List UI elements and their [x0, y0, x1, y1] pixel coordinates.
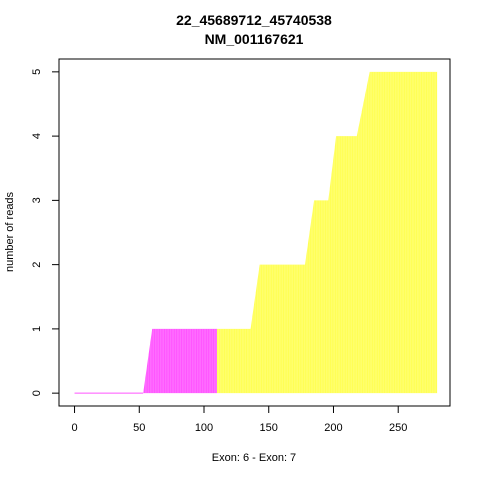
y-tick-label: 2	[31, 262, 43, 268]
x-tick-label: 200	[324, 422, 342, 434]
series-area-1	[74, 328, 217, 394]
y-tick-label: 0	[31, 390, 43, 396]
chart-subtitle: NM_001167621	[205, 31, 304, 47]
y-tick-label: 4	[31, 133, 43, 139]
y-tick-label: 1	[31, 326, 43, 332]
x-axis-title: Exon: 6 - Exon: 7	[212, 452, 296, 464]
x-tick-label: 0	[71, 422, 77, 434]
x-axis: 0 50 100 150 200 250	[71, 405, 407, 434]
y-tick-label: 3	[31, 197, 43, 203]
x-tick-label: 250	[389, 422, 407, 434]
x-tick-label: 150	[260, 422, 278, 434]
x-tick-label: 100	[195, 422, 213, 434]
chart-title: 22_45689712_45740538	[176, 12, 332, 28]
y-axis-title: number of reads	[4, 191, 16, 272]
y-axis: 0 1 2 3 4 5	[31, 69, 60, 396]
series-layer	[74, 71, 438, 394]
x-tick-label: 50	[133, 422, 145, 434]
y-tick-label: 5	[31, 69, 43, 75]
series-area-2	[217, 71, 438, 394]
